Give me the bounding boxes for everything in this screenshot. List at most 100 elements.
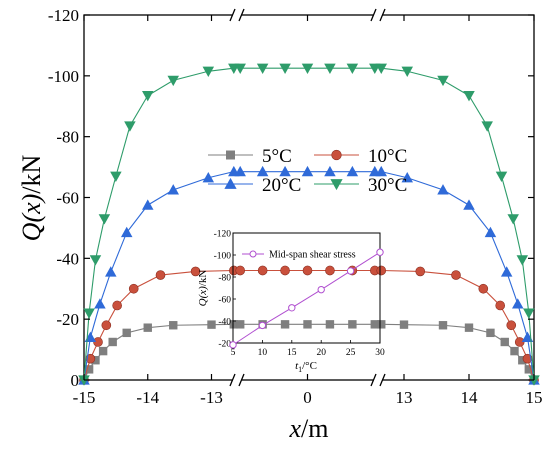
y-axis-title: Q(x)/kN [17,154,46,241]
data-point-20°C-3 [105,266,117,277]
x-tick-label: 0 [303,388,312,407]
data-point-10°C-13 [325,265,335,276]
inset-x-axis-title: t1/°C [295,360,317,374]
data-point-5°C-15 [348,320,357,329]
data-point-30°C-17 [375,63,387,74]
inset-data-point-3 [317,285,325,294]
data-point-20°C-23 [521,331,534,343]
data-point-5°C-6 [143,323,152,332]
data-point-30°C-22 [495,171,508,182]
inset-legend-marker [249,250,257,258]
axis-break-slash-0-0-b [238,8,245,22]
axis-break-slash-0-1-b [238,373,245,387]
x-tick-label: -13 [200,388,223,407]
data-point-30°C-15 [346,63,359,74]
inset-data-point-1 [258,321,267,330]
inset-data-point-0 [229,341,237,349]
data-point-5°C-13 [303,320,312,329]
legend-marker [330,179,343,191]
data-point-10°C-12 [302,265,313,276]
data-point-10°C-10 [257,265,268,276]
inset-y-tick-label: -100 [214,252,232,262]
series-line-5°C-2 [381,323,535,381]
data-point-20°C-9 [234,165,246,177]
data-point-20°C-22 [512,298,524,309]
data-point-5°C-19 [438,321,448,330]
data-point-30°C-21 [481,121,493,132]
y-tick-label: -120 [48,6,79,25]
inset-y-tick-label: -120 [214,230,232,240]
inset-y-tick-label: -40 [218,318,231,328]
legend-marker [224,177,237,189]
main-plot: 0 -20 -40 -60 -80 -100 -120 -15 -14 -13 0 13 14 15 x/m… [17,6,543,443]
data-point-5°C-2 [91,356,100,365]
x-tick-label: -14 [136,388,159,407]
y-tick-label: -80 [56,128,79,147]
axis-break-slash-1-0-a [370,8,377,22]
axis-break-slash-0-0-a [229,8,236,22]
series-line-5°C-0 [83,323,234,381]
data-point-10°C-16 [376,265,387,276]
data-point-5°C-5 [122,328,131,338]
data-point-30°C-11 [256,63,269,74]
data-point-20°C-14 [346,165,359,177]
data-point-10°C-18 [451,270,461,280]
data-point-20°C-16 [375,165,387,177]
inset-plot: -20 -40 -60 -80 -100 -120 5 10 15 20 25 30 Mid-span … [197,230,385,375]
inset-x-tick-label: 25 [346,348,356,358]
data-point-30°C-24 [516,255,529,266]
axis-break-gap-1-1 [374,377,382,383]
series-10°C [79,265,539,385]
legend-label: 20°C [262,175,301,196]
y-tick-label: 0 [71,371,80,390]
inset-y-axis-title: Q(x)/kN [197,270,209,307]
data-point-10°C-11 [280,265,290,276]
data-point-30°C-19 [437,75,449,87]
data-point-10°C-20 [495,300,506,311]
data-point-5°C-22 [500,337,509,347]
inset-data-point-2 [288,304,296,312]
data-point-20°C-19 [463,199,475,210]
data-point-5°C-16 [370,320,379,329]
data-point-5°C-25 [524,365,533,374]
data-point-20°C-17 [401,171,413,183]
data-point-20°C-11 [279,165,291,177]
data-point-10°C-17 [415,266,426,277]
data-point-10°C-5 [128,283,139,294]
legend-marker [331,149,342,161]
axis-break-slash-0-1-a [229,373,236,387]
x-tick-label: 13 [396,388,413,407]
data-point-5°C-4 [108,337,117,347]
data-point-30°C-20 [463,91,475,102]
data-point-30°C-12 [279,63,291,74]
inset-legend-label: Mid-span shear stress [269,250,356,261]
inset-x-tick-label: 20 [316,348,326,358]
inset-y-tick-label: -60 [218,296,231,306]
data-point-20°C-4 [120,226,133,238]
data-point-20°C-13 [324,165,336,177]
y-tick-label: -40 [56,249,79,268]
data-point-5°C-7 [169,321,178,330]
data-point-10°C-3 [101,320,112,331]
inset-y-tick-label: -20 [218,340,231,350]
data-point-5°C-21 [486,328,495,338]
data-point-5°C-3 [98,346,108,356]
data-point-20°C-7 [202,171,215,183]
legend-label: 10°C [368,146,407,167]
inset-x-tick-label: 15 [287,348,297,358]
data-point-10°C-9 [235,265,246,276]
data-point-5°C-9 [229,320,239,329]
data-point-30°C-5 [124,121,136,132]
inset-data-point-4 [346,267,355,275]
axis-break-gap-0-1 [233,377,241,383]
data-point-5°C-12 [280,320,290,329]
data-point-30°C-6 [142,91,154,102]
legend-item-30°C: 30°C [314,175,407,196]
data-point-30°C-25 [523,308,535,319]
legend-label: 5°C [262,146,292,167]
x-tick-label: 15 [526,388,543,407]
inset-x-tick-label: 10 [258,348,268,358]
series-20°C [78,165,540,385]
